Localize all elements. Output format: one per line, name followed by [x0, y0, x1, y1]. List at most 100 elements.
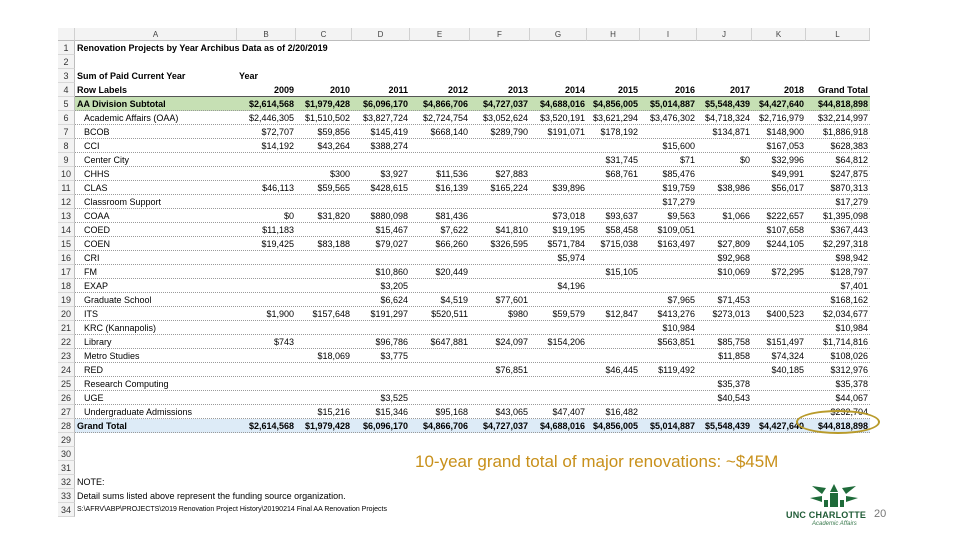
logo-mark: [810, 484, 858, 507]
cell-value: $46,445: [605, 365, 638, 375]
cell-value: $273,013: [712, 309, 750, 319]
cell-value: $27,809: [717, 239, 750, 249]
cell-value: $40,185: [771, 365, 804, 375]
cell-value: $4,856,005: [592, 421, 638, 431]
cell-value: $85,758: [717, 337, 750, 347]
cell-value: $289,790: [490, 127, 528, 137]
row-band: [75, 139, 870, 153]
row-band: [75, 265, 870, 279]
row-number: 31: [58, 461, 75, 475]
cell-value: $647,881: [430, 337, 468, 347]
cell-value: $2,034,677: [822, 309, 868, 319]
cell-value: $3,520,191: [539, 113, 585, 123]
cell-value: $15,467: [375, 225, 408, 235]
cell-value: $76,851: [495, 365, 528, 375]
cell-value: $17,279: [662, 197, 695, 207]
cell-value: $10,069: [717, 267, 750, 277]
cell-value: $1,510,502: [304, 113, 350, 123]
row-label: CRI: [84, 253, 100, 263]
cell-value: $27,883: [495, 169, 528, 179]
logo-subtitle: Academic Affairs: [812, 521, 857, 527]
cell-value: $4,866,706: [422, 421, 468, 431]
cell-value: $0: [283, 211, 294, 221]
logo-name: UNC CHARLOTTE: [786, 510, 867, 520]
row-number: 32: [58, 475, 75, 489]
cell-value: $157,648: [312, 309, 350, 319]
highlight-ring: [796, 410, 880, 434]
row-number: 20: [58, 307, 75, 321]
cell-value: $1,395,098: [822, 211, 868, 221]
row-number: 27: [58, 405, 75, 419]
cell-value: $4,856,005: [592, 99, 638, 109]
row-band: [75, 363, 870, 377]
cell-value: $743: [273, 337, 294, 347]
cell-value: $668,140: [430, 127, 468, 137]
cell-value: $43,065: [495, 407, 528, 417]
annotation: 10-year grand total of major renovations…: [415, 452, 779, 471]
cell-value: $4,718,324: [704, 113, 750, 123]
row-band: [75, 307, 870, 321]
cell-value: $5,014,887: [649, 99, 695, 109]
cell-value: $571,784: [547, 239, 585, 249]
cell-value: $3,476,302: [649, 113, 695, 123]
column-header: J: [697, 28, 752, 41]
cell-value: $11,183: [262, 225, 294, 235]
cell-value: $81,436: [435, 211, 468, 221]
cell-value: $24,097: [495, 337, 528, 347]
row-number: 25: [58, 377, 75, 391]
cell-value: Grand Total: [818, 85, 868, 95]
row-label: Sum of Paid Current Year: [77, 71, 186, 81]
row-band: [75, 181, 870, 195]
row-band: [75, 279, 870, 293]
cell-value: $178,192: [600, 127, 638, 137]
row-number: 4: [58, 83, 75, 97]
cell-value: $59,856: [317, 127, 350, 137]
cell-value: $191,071: [547, 127, 585, 137]
row-band: [75, 111, 870, 125]
cell-value: $715,038: [600, 239, 638, 249]
row-band: [75, 223, 870, 237]
cell-value: $5,974: [557, 253, 585, 263]
cell-value: $68,761: [605, 169, 638, 179]
cell-value: $66,260: [435, 239, 468, 249]
cell-value: $11,858: [718, 351, 750, 361]
cell-value: $880,098: [370, 211, 408, 221]
row-number: 30: [58, 447, 75, 461]
cell-value: $40,543: [717, 393, 750, 403]
row-number: 2: [58, 55, 75, 69]
cell-value: $0: [739, 155, 750, 165]
row-number: 34: [58, 503, 75, 517]
cell-value: 2018: [783, 85, 804, 95]
row-band: [75, 419, 870, 433]
column-header: G: [530, 28, 587, 41]
row-number: 22: [58, 335, 75, 349]
row-label: EXAP: [84, 281, 109, 291]
cell-value: $168,162: [830, 295, 868, 305]
cell-value: $4,727,037: [482, 421, 528, 431]
cell-value: $108,026: [830, 351, 868, 361]
cell-value: $9,563: [667, 211, 695, 221]
cell-value: $5,548,439: [704, 99, 750, 109]
column-header: D: [352, 28, 410, 41]
row-number: 21: [58, 321, 75, 335]
row-band: [75, 83, 870, 97]
row-label: CHHS: [84, 169, 110, 179]
cell-value: 2010: [329, 85, 350, 95]
cell-value: $628,383: [830, 141, 868, 151]
cell-value: $71: [679, 155, 695, 165]
cell-value: $59,579: [552, 309, 585, 319]
row-number: 26: [58, 391, 75, 405]
cell-value: $148,900: [766, 127, 804, 137]
cell-value: $98,942: [835, 253, 868, 263]
cell-value: $10,984: [662, 323, 695, 333]
cell-value: $1,900: [266, 309, 294, 319]
row-number: 13: [58, 209, 75, 223]
cell-value: $870,313: [830, 183, 868, 193]
cell-value: $413,276: [657, 309, 695, 319]
cell-value: $85,476: [662, 169, 695, 179]
cell-value: $7,401: [840, 281, 868, 291]
cell-value: $35,378: [835, 379, 868, 389]
cell-value: $3,775: [380, 351, 408, 361]
cell-value: Year: [239, 71, 259, 81]
cell-value: $14,192: [261, 141, 294, 151]
